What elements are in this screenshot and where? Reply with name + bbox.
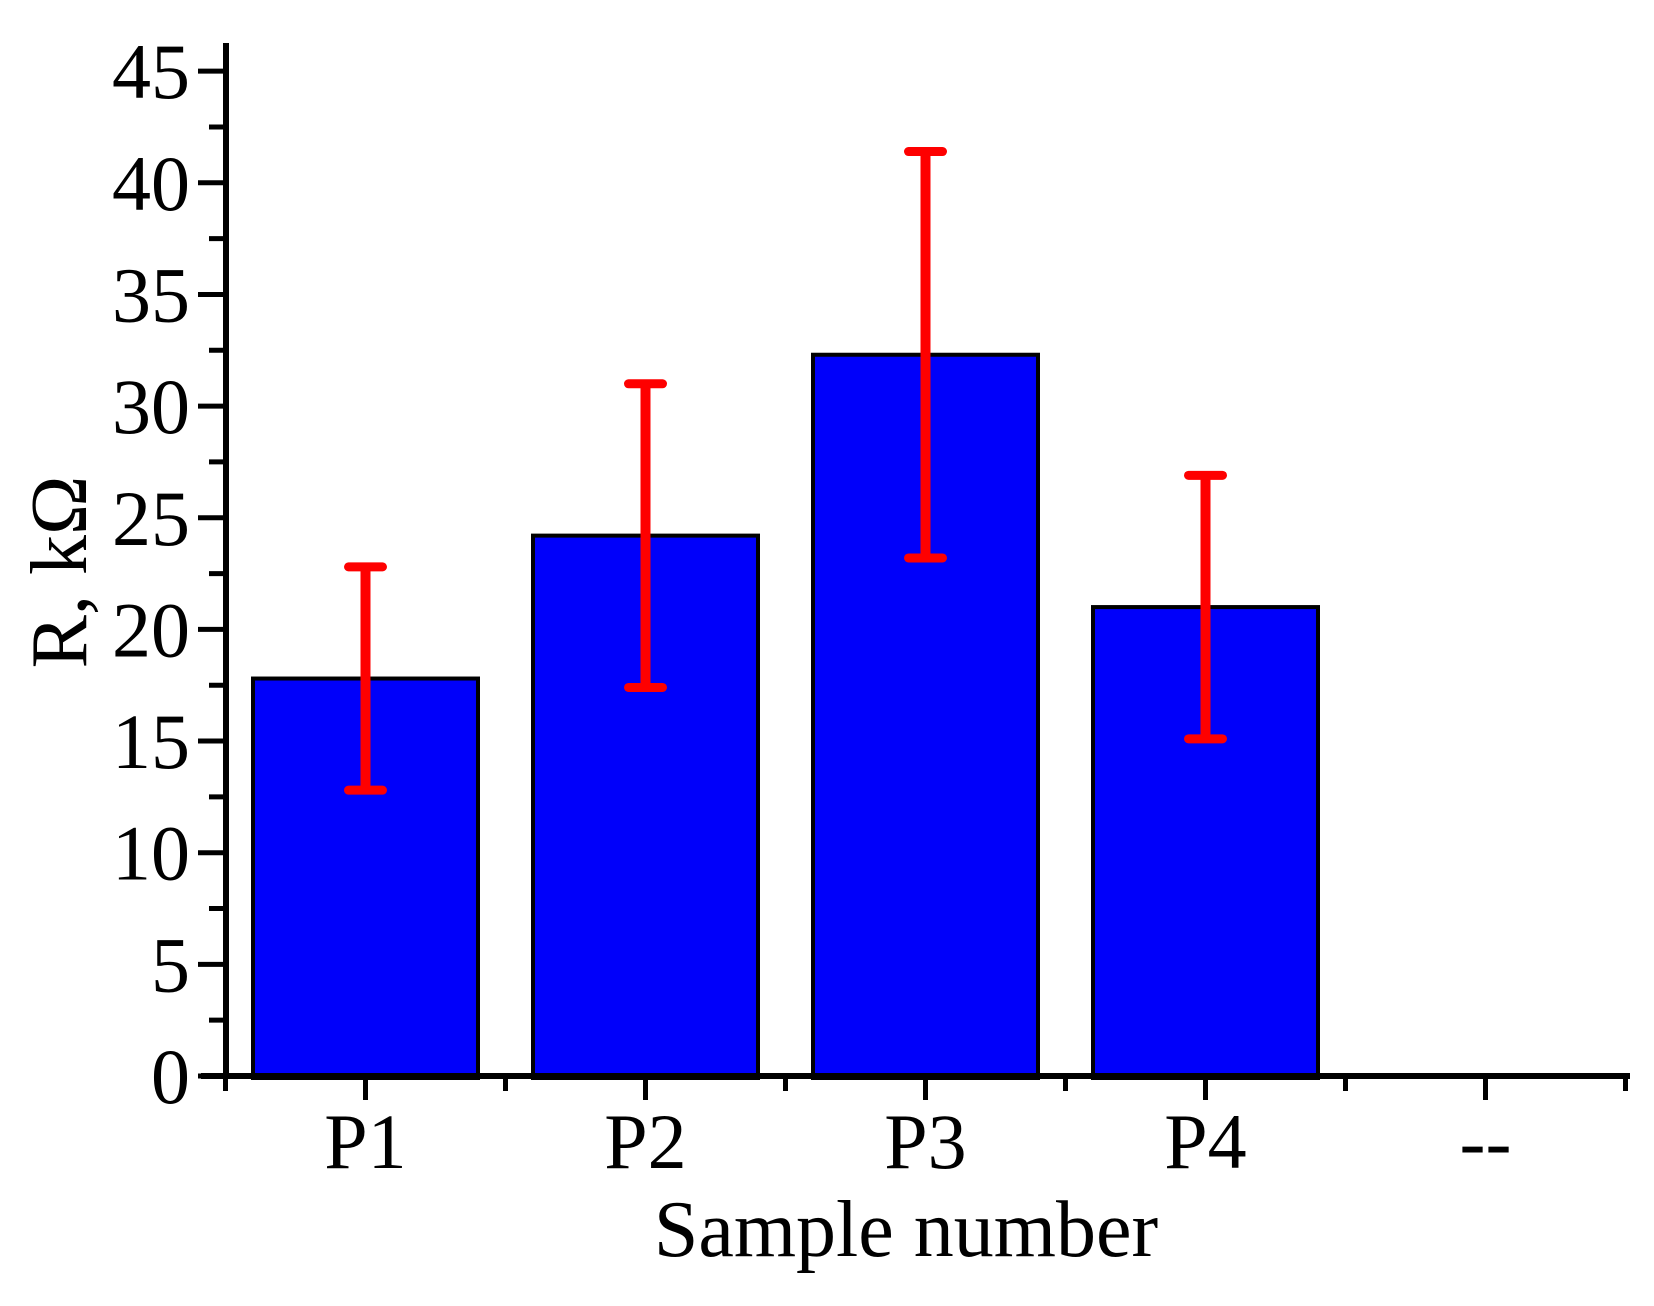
- x-tick-label-P2: P2: [604, 1098, 686, 1185]
- y-tick-label-15: 15: [112, 698, 190, 785]
- y-tick-label-40: 40: [112, 140, 190, 227]
- error-bar-P2: [624, 379, 667, 692]
- y-tick-label-20: 20: [112, 586, 190, 673]
- tick-labels-layer: 0 5 10 15 20 25 30 35 40 45 P1 P2 P3 P4 --: [112, 28, 1511, 1185]
- y-tick-label-30: 30: [112, 363, 190, 450]
- y-tick-label-45: 45: [112, 28, 190, 115]
- x-axis-title: Sample number: [654, 1186, 1158, 1274]
- y-tick-label-10: 10: [112, 810, 190, 897]
- ticks-layer: [198, 68, 1628, 1100]
- error-bar-P4: [1184, 470, 1227, 744]
- y-tick-label-35: 35: [112, 251, 190, 338]
- y-axis-title: R, kΩ: [16, 476, 104, 669]
- x-tick-label-P4: P4: [1164, 1098, 1246, 1185]
- y-tick-label-0: 0: [151, 1033, 190, 1120]
- y-tick-label-5: 5: [151, 921, 190, 1008]
- error-bars-layer: [344, 147, 1227, 795]
- bars-layer: [251, 352, 1320, 1080]
- x-tick-label-P3: P3: [884, 1098, 966, 1185]
- error-bar-P3: [904, 147, 947, 563]
- y-tick-label-25: 25: [112, 475, 190, 562]
- x-tick-label---: --: [1460, 1098, 1512, 1185]
- x-tick-label-P1: P1: [324, 1098, 406, 1185]
- error-bar-P1: [344, 562, 387, 795]
